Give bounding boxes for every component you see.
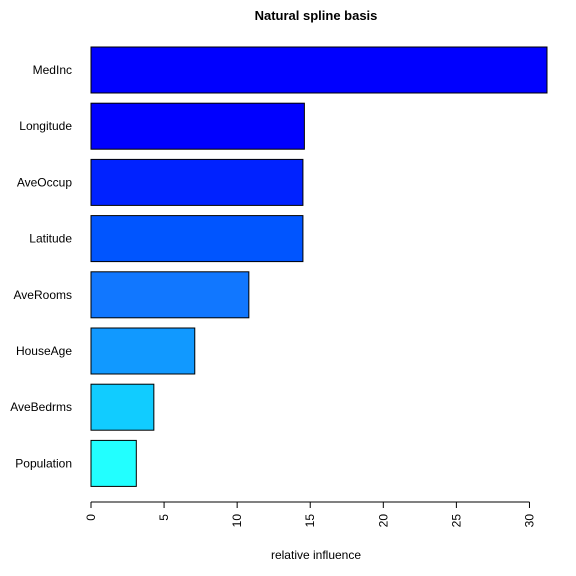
category-label-population: Population (15, 456, 72, 470)
category-labels: MedInc Longitude AveOccup Latitude AveRooms H… (10, 63, 72, 470)
bar-medinc (90, 46, 548, 94)
x-tick-label-10: 10 (230, 514, 244, 528)
bar-houseage (90, 327, 196, 375)
x-tick-label-30: 30 (522, 514, 536, 528)
category-label-longitude: Longitude (19, 119, 72, 133)
category-label-avebedrms: AveBedrms (10, 400, 72, 414)
x-tick-label-15: 15 (303, 514, 317, 528)
bar-latitude (90, 215, 304, 263)
bar-longitude (90, 102, 305, 150)
bar-aveoccup (90, 158, 304, 206)
bar-avebedrms (90, 383, 155, 431)
bar-averooms (90, 271, 250, 319)
x-tick-label-20: 20 (376, 514, 390, 528)
chart-title: Natural spline basis (255, 8, 378, 23)
category-label-latitude: Latitude (29, 232, 72, 246)
x-axis-title: relative influence (271, 548, 361, 562)
bar-population (90, 439, 137, 487)
category-label-houseage: HouseAge (16, 344, 72, 358)
x-tick-label-25: 25 (449, 514, 463, 528)
category-label-medinc: MedInc (33, 63, 72, 77)
x-tick-label-5: 5 (157, 514, 171, 521)
category-label-averooms: AveRooms (14, 288, 72, 302)
category-label-aveoccup: AveOccup (17, 175, 72, 189)
x-axis: 0 5 10 15 20 25 30 (84, 501, 536, 528)
x-tick-label-0: 0 (84, 514, 98, 521)
bars-group (90, 46, 548, 487)
